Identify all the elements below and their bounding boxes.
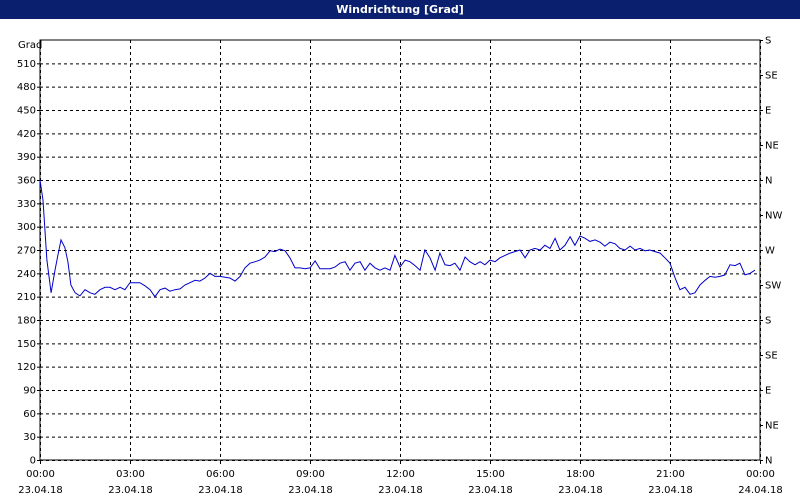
y2-tick-label: E — [765, 386, 771, 397]
y2-tick-label: NW — [765, 211, 782, 222]
y2-tick-label: SW — [765, 281, 781, 292]
y-tick-label: 150 — [17, 339, 36, 350]
y-tick-label: 510 — [17, 59, 36, 70]
x-tick-label: 21:00 — [656, 469, 685, 480]
x-tick-date: 24.04.18 — [738, 485, 783, 496]
y-tick-label: 300 — [17, 222, 36, 233]
y-tick-label: 480 — [17, 82, 36, 93]
y2-tick-label: S — [765, 36, 771, 47]
y-tick-label: 360 — [17, 176, 36, 187]
y2-tick-label: W — [765, 246, 775, 257]
x-tick-date: 23.04.18 — [288, 485, 333, 496]
y-tick-label: 0 — [30, 456, 36, 467]
y2-tick-label: N — [765, 176, 772, 187]
x-tick-date: 23.04.18 — [468, 485, 513, 496]
x-tick-label: 00:00 — [26, 469, 55, 480]
x-tick-label: 03:00 — [116, 469, 145, 480]
chart-title: Windrichtung [Grad] — [336, 3, 464, 16]
x-tick-label: 06:00 — [206, 469, 235, 480]
y-tick-label: 180 — [17, 316, 36, 327]
y-tick-label: 240 — [17, 269, 36, 280]
y2-tick-label: SE — [765, 351, 778, 362]
y2-tick-label: NE — [765, 421, 779, 432]
y-tick-label: 60 — [23, 409, 36, 420]
x-tick-date: 23.04.18 — [108, 485, 153, 496]
x-tick-date: 23.04.18 — [558, 485, 603, 496]
x-tick-label: 15:00 — [476, 469, 505, 480]
data-line — [39, 179, 756, 298]
y-tick-label: 30 — [23, 432, 36, 443]
y2-tick-label: E — [765, 106, 771, 117]
y2-tick-label: NE — [765, 141, 779, 152]
x-tick-label: 18:00 — [566, 469, 595, 480]
x-tick-label: 09:00 — [296, 469, 325, 480]
y2-tick-label: SE — [765, 71, 778, 82]
y2-tick-label: S — [765, 316, 771, 327]
x-tick-date: 23.04.18 — [18, 485, 63, 496]
y-tick-label: 90 — [23, 386, 36, 397]
x-tick-label: 00:00 — [746, 469, 775, 480]
y-axis-label: Grad — [18, 40, 42, 51]
y2-tick-label: N — [765, 456, 772, 467]
y-tick-label: 120 — [17, 362, 36, 373]
title-bar — [0, 0, 800, 19]
x-tick-date: 23.04.18 — [648, 485, 693, 496]
x-tick-date: 23.04.18 — [378, 485, 423, 496]
x-tick-label: 12:00 — [386, 469, 415, 480]
y-tick-label: 450 — [17, 106, 36, 117]
y-tick-label: 390 — [17, 152, 36, 163]
y-tick-label: 210 — [17, 292, 36, 303]
x-tick-date: 23.04.18 — [198, 485, 243, 496]
y-tick-label: 270 — [17, 246, 36, 257]
y-tick-label: 330 — [17, 199, 36, 210]
y-tick-label: 420 — [17, 129, 36, 140]
